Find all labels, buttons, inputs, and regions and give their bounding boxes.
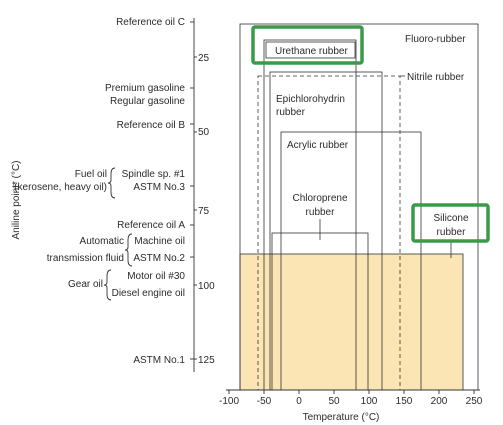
oil-regular-gasoline: Regular gasoline [110,96,185,107]
label-silicone-2: rubber [437,227,467,238]
y-tick-125: 125 [198,355,215,366]
y-tick-25: 25 [198,53,210,64]
oil-automatic: Automatic [80,236,124,247]
x-axis-title: Temperature (°C) [303,412,380,423]
oil-motor-oil: Motor oil #30 [127,271,185,282]
oil-kerosene: (kerosene, heavy oil) [14,182,107,193]
x-tick--50: -50 [257,396,272,407]
label-chloroprene-1: Chloroprene [292,193,347,204]
urethane-label-box [265,41,356,59]
oil-diesel: Diesel engine oil [112,288,185,299]
x-tick-50: 50 [328,396,340,407]
label-urethane-rubber: Urethane rubber [275,46,348,57]
highlight-silicone [411,203,490,243]
label-nitrile-rubber: Nitrile rubber [407,72,465,83]
oil-gear-oil: Gear oil [68,279,103,290]
x-tick-100: 100 [361,396,378,407]
y-axis-title: Aniline point* (°C) [11,160,22,239]
label-acrylic-rubber: Acrylic rubber [287,140,349,151]
brace-fuel-oil [107,167,116,199]
label-fluoro-rubber: Fluoro-rubber [405,34,466,45]
label-silicone-1: Silicone [433,213,468,224]
label-epichlorohydrin-2: rubber [276,107,306,118]
brace-automatic [124,233,133,267]
oil-transmission-fluid: transmission fluid [47,253,124,264]
x-tick--100: -100 [219,396,239,407]
oil-astm2: ASTM No.2 [133,253,185,264]
oil-reference-b: Reference oil B [117,120,186,131]
brace-gear-oil [103,269,112,301]
oil-premium-gasoline: Premium gasoline [105,83,185,94]
label-epichlorohydrin-1: Epichlorohydrin [276,94,345,105]
silicone-region [239,253,464,391]
y-tick-100: 100 [198,281,215,292]
oil-spindle: Spindle sp. #1 [122,169,186,180]
oil-reference-a: Reference oil A [117,220,185,231]
y-tick-50: 50 [198,127,210,138]
oil-reference-c: Reference oil C [116,17,185,28]
highlight-urethane [251,25,364,65]
oil-machine-oil: Machine oil [134,236,185,247]
oil-fuel-oil: Fuel oil [75,169,107,180]
y-tick-75: 75 [198,206,210,217]
oil-astm3: ASTM No.3 [133,182,185,193]
x-tick-150: 150 [396,396,413,407]
label-chloroprene-2: rubber [306,207,336,218]
x-tick-0: 0 [296,396,302,407]
x-tick-250: 250 [466,396,483,407]
oil-astm1: ASTM No.1 [133,355,185,366]
y-ticks [190,21,194,360]
x-tick-200: 200 [431,396,448,407]
